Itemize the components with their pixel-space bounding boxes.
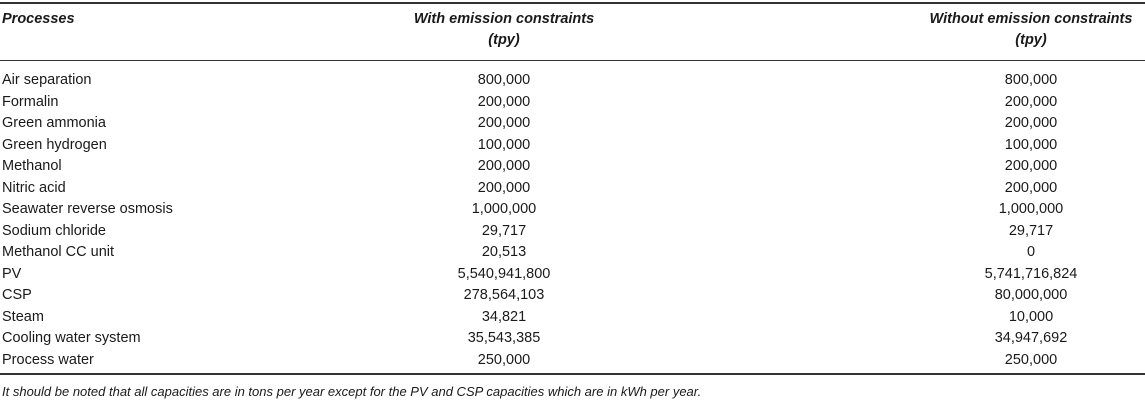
without-constraints-value: 200,000 [1004, 179, 1058, 196]
without-constraints-value: 5,741,716,824 [984, 265, 1078, 282]
table-row: Formalin 200,000 200,000 [0, 92, 1145, 114]
header-with-emission-constraints: With emission constraints (tpy) [340, 9, 668, 51]
process-name: Cooling water system [2, 330, 141, 346]
header-with-emission-unit: (tpy) [488, 32, 520, 48]
process-name: Green ammonia [2, 115, 106, 131]
with-constraints-value: 200,000 [477, 93, 531, 110]
header-processes: Processes [2, 9, 75, 30]
with-constraints-value: 278,564,103 [463, 287, 545, 303]
with-constraints-value: 200,000 [477, 158, 531, 174]
with-constraints-value: 200,000 [477, 179, 531, 196]
table-bottom-rule [0, 373, 1145, 375]
header-processes-label: Processes [2, 11, 75, 27]
with-constraints-value: 35,543,385 [467, 330, 541, 346]
header-without-emission-constraints: Without emission constraints (tpy) [878, 9, 1145, 51]
process-name: Methanol CC unit [2, 244, 115, 260]
with-constraints-value: 20,513 [481, 244, 527, 260]
process-name: CSP [2, 287, 32, 303]
table-row: PV 5,540,941,800 5,741,716,824 [0, 264, 1145, 286]
table-row: Seawater reverse osmosis 1,000,000 1,000,0… [0, 199, 1145, 221]
with-constraints-value: 250,000 [477, 351, 531, 368]
table-row: Process water 250,000 250,000 [0, 350, 1145, 372]
with-constraints-value: 5,540,941,800 [457, 265, 551, 282]
without-constraints-value: 800,000 [1004, 72, 1058, 88]
with-constraints-value: 1,000,000 [471, 201, 537, 217]
without-constraints-value: 10,000 [1008, 308, 1054, 325]
header-without-emission-unit: (tpy) [1015, 32, 1047, 48]
process-name: Process water [2, 351, 94, 368]
with-constraints-value: 34,821 [481, 308, 527, 325]
without-constraints-value: 200,000 [1004, 93, 1058, 110]
without-constraints-value: 1,000,000 [998, 201, 1064, 217]
process-name: Green hydrogen [2, 136, 107, 153]
without-constraints-value: 200,000 [1004, 115, 1058, 131]
table-row: Green ammonia 200,000 200,000 [0, 113, 1145, 135]
table-row: Green hydrogen 100,000 100,000 [0, 135, 1145, 157]
with-constraints-value: 200,000 [477, 115, 531, 131]
with-constraints-value: 100,000 [477, 136, 531, 153]
header-with-emission-label: With emission constraints [413, 11, 595, 27]
table-row: Air separation 800,000 800,000 [0, 70, 1145, 92]
table-row: Methanol CC unit 20,513 0 [0, 242, 1145, 264]
process-name: Air separation [2, 72, 92, 88]
without-constraints-value: 250,000 [1004, 351, 1058, 368]
with-constraints-value: 800,000 [477, 72, 531, 88]
table-row: Methanol 200,000 200,000 [0, 156, 1145, 178]
without-constraints-value: 100,000 [1004, 136, 1058, 153]
process-name: Nitric acid [2, 179, 66, 196]
table-row: CSP 278,564,103 80,000,000 [0, 285, 1145, 307]
header-without-emission-label: Without emission constraints [929, 11, 1133, 27]
without-constraints-value: 80,000,000 [994, 287, 1068, 303]
without-constraints-value: 29,717 [1008, 222, 1054, 239]
table-row: Cooling water system 35,543,385 34,947,692 [0, 328, 1145, 350]
without-constraints-value: 0 [1026, 244, 1036, 260]
table-row: Steam 34,821 10,000 [0, 307, 1145, 329]
without-constraints-value: 200,000 [1004, 158, 1058, 174]
process-name: Formalin [2, 93, 59, 110]
process-name: Sodium chloride [2, 222, 106, 239]
with-constraints-value: 29,717 [481, 222, 527, 239]
table-row: Nitric acid 200,000 200,000 [0, 178, 1145, 200]
process-name: PV [2, 265, 22, 282]
process-name: Steam [2, 308, 44, 325]
table-row: Sodium chloride 29,717 29,717 [0, 221, 1145, 243]
process-name: Methanol [2, 158, 62, 174]
process-name: Seawater reverse osmosis [2, 201, 173, 217]
table-footnote: It should be noted that all capacities a… [2, 384, 702, 399]
table-body: Air separation 800,000 800,000 Formalin 200,… [0, 70, 1145, 371]
table-top-rule [0, 2, 1145, 4]
table-header-rule [0, 60, 1145, 61]
without-constraints-value: 34,947,692 [994, 330, 1068, 346]
